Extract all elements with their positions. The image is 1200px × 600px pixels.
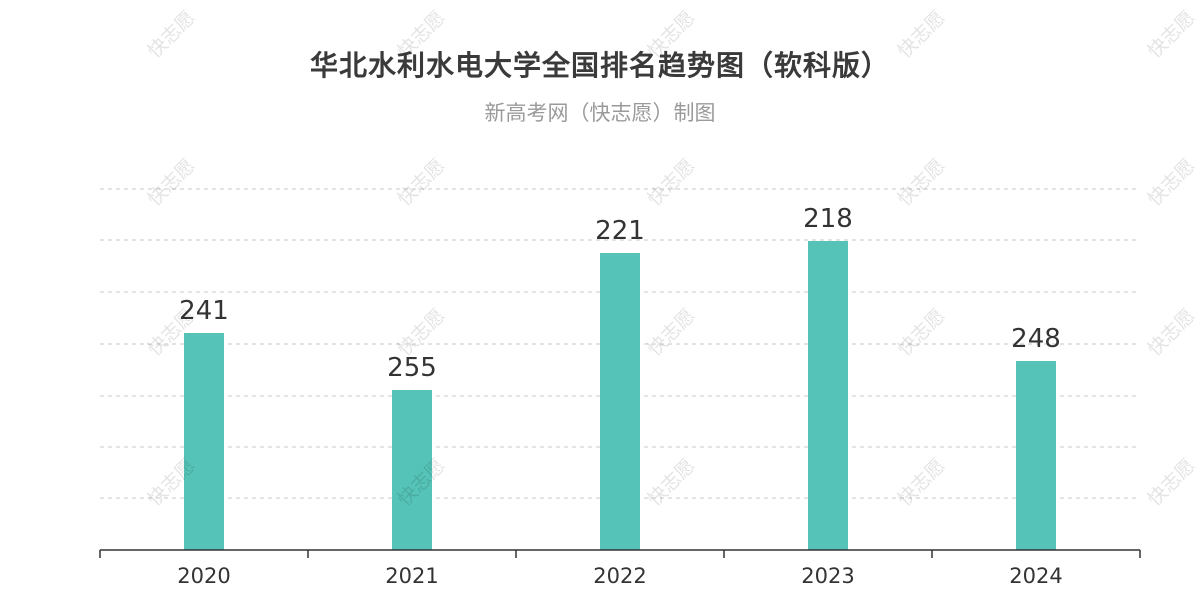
chart-subtitle: 新高考网（快志愿）制图 <box>484 101 716 125</box>
x-tick-label-2023: 2023 <box>801 564 854 588</box>
x-axis: 2020 2021 2022 2023 2024 <box>99 549 1141 588</box>
bar-2020 <box>184 333 224 550</box>
bar-2022 <box>600 253 640 550</box>
value-label-2020: 241 <box>179 296 229 326</box>
value-label-2024: 248 <box>1011 324 1061 354</box>
value-label-2022: 221 <box>595 216 645 246</box>
chart-title: 华北水利水电大学全国排名趋势图（软科版） <box>309 49 890 82</box>
x-tick-label-2021: 2021 <box>385 564 438 588</box>
value-labels: 241 255 221 218 248 <box>179 204 1061 383</box>
bars <box>184 241 1056 550</box>
value-label-2023: 218 <box>803 204 853 234</box>
bar-2021 <box>392 390 432 550</box>
x-tick-label-2024: 2024 <box>1009 564 1062 588</box>
value-label-2021: 255 <box>387 353 437 383</box>
bar-2023 <box>808 241 848 550</box>
x-tick-label-2022: 2022 <box>593 564 646 588</box>
bar-2024 <box>1016 361 1056 550</box>
x-tick-label-2020: 2020 <box>177 564 230 588</box>
